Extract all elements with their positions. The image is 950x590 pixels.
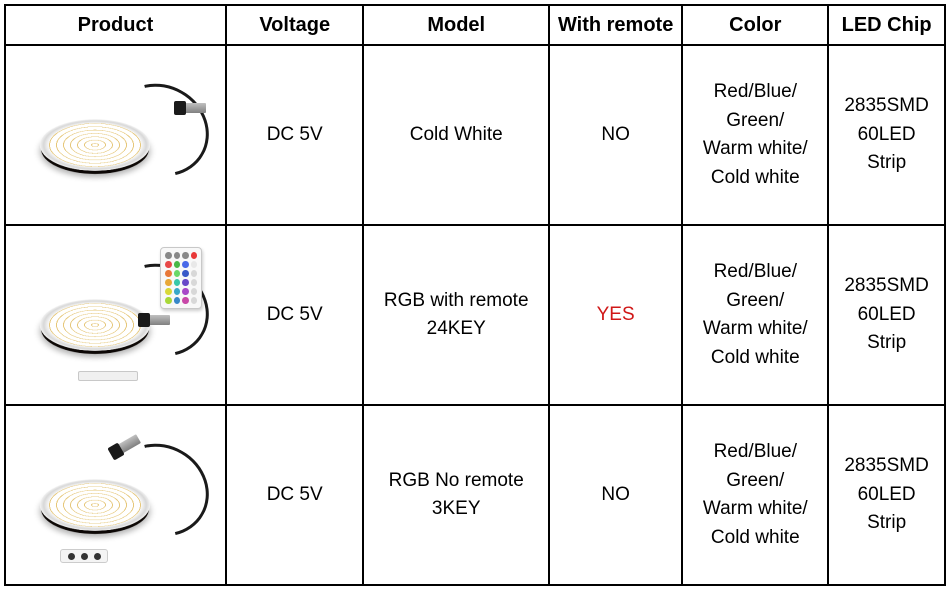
table-row: DC 5V Cold White NO Red/Blue/Green/Warm …: [5, 45, 945, 225]
voltage-cell: DC 5V: [226, 405, 364, 585]
col-header-chip: LED Chip: [828, 5, 945, 45]
chip-cell: 2835SMD60LEDStrip: [828, 45, 945, 225]
col-header-color: Color: [682, 5, 828, 45]
col-header-voltage: Voltage: [226, 5, 364, 45]
col-header-remote: With remote: [549, 5, 682, 45]
model-cell: Cold White: [363, 45, 548, 225]
product-basic-strip-icon: [20, 65, 210, 205]
color-cell: Red/Blue/Green/Warm white/Cold white: [682, 45, 828, 225]
product-24key-strip-icon: [20, 245, 210, 385]
product-spec-table: Product Voltage Model With remote Color …: [4, 4, 946, 586]
remote-cell: NO: [549, 45, 682, 225]
color-cell: Red/Blue/Green/Warm white/Cold white: [682, 225, 828, 405]
model-cell: RGB with remote24KEY: [363, 225, 548, 405]
product-image-cell: [5, 405, 226, 585]
remote-24key-icon: [160, 247, 202, 309]
remote-cell: YES: [549, 225, 682, 405]
product-3key-strip-icon: [20, 425, 210, 565]
product-image-cell: [5, 225, 226, 405]
col-header-product: Product: [5, 5, 226, 45]
remote-cell: NO: [549, 405, 682, 585]
col-header-model: Model: [363, 5, 548, 45]
model-cell: RGB No remote3KEY: [363, 405, 548, 585]
controller-3key-icon: [60, 549, 108, 563]
chip-cell: 2835SMD60LEDStrip: [828, 405, 945, 585]
table-header-row: Product Voltage Model With remote Color …: [5, 5, 945, 45]
color-cell: Red/Blue/Green/Warm white/Cold white: [682, 405, 828, 585]
table-row: DC 5V RGB with remote24KEY YES Red/Blue/…: [5, 225, 945, 405]
table-row: DC 5V RGB No remote3KEY NO Red/Blue/Gree…: [5, 405, 945, 585]
voltage-cell: DC 5V: [226, 225, 364, 405]
voltage-cell: DC 5V: [226, 45, 364, 225]
product-image-cell: [5, 45, 226, 225]
chip-cell: 2835SMD60LEDStrip: [828, 225, 945, 405]
